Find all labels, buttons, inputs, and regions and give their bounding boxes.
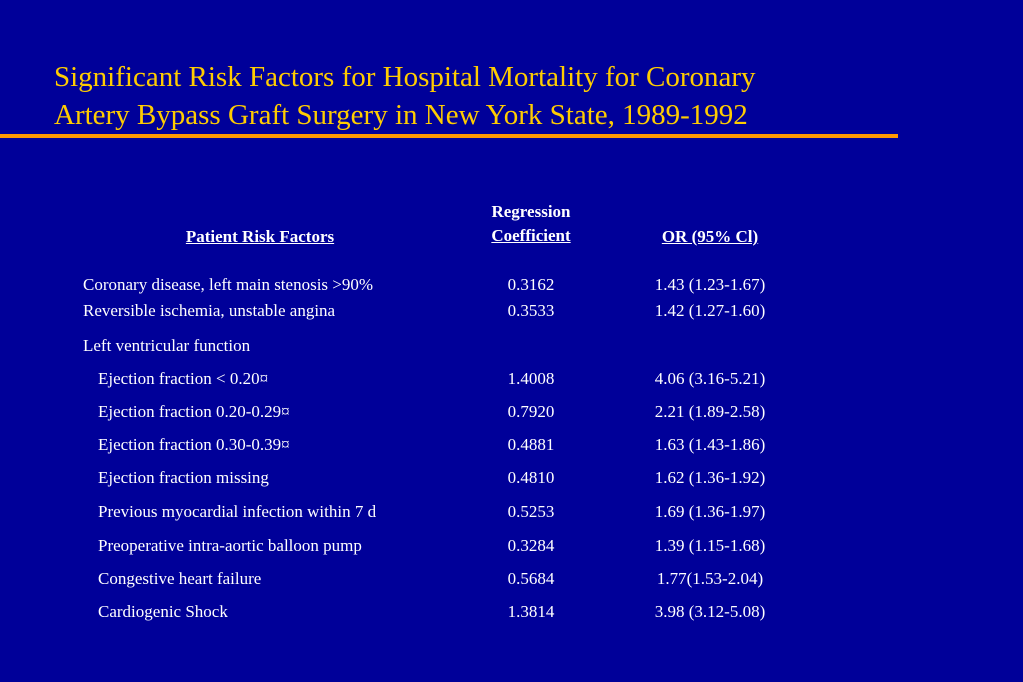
coefficient-cell: 0.4881 [507, 435, 555, 454]
odds-ratio-cell: 1.77(1.53-2.04) [656, 569, 764, 588]
risk-factor-cell: Left ventricular function [83, 336, 251, 355]
column-header-regression-coefficient: Regression Coefficient [455, 200, 607, 248]
risk-factor-cell: Preoperative intra-aortic balloon pump [98, 536, 362, 555]
table-row: Preoperative intra-aortic balloon pump 0… [0, 534, 1023, 558]
coefficient-cell: 1.3814 [507, 602, 555, 621]
risk-factor-cell: Reversible ischemia, unstable angina [83, 301, 336, 320]
coefficient-cell: 1.4008 [507, 369, 555, 388]
table-row: Previous myocardial infection within 7 d… [0, 500, 1023, 524]
risk-factor-cell: Ejection fraction 0.20-0.29¤ [98, 402, 290, 421]
risk-factor-cell: Ejection fraction 0.30-0.39¤ [98, 435, 290, 454]
risk-factor-cell: Coronary disease, left main stenosis >90… [83, 275, 374, 294]
column-header-odds-ratio: OR (95% Cl) [661, 227, 759, 246]
odds-ratio-cell: 1.42 (1.27-1.60) [654, 301, 766, 320]
odds-ratio-cell: 3.98 (3.12-5.08) [654, 602, 766, 621]
slide-title-line-1: Significant Risk Factors for Hospital Mo… [54, 61, 756, 93]
table-row-section-heading: Left ventricular function [0, 334, 1023, 358]
odds-ratio-cell: 2.21 (1.89-2.58) [654, 402, 766, 421]
table-row: Ejection fraction < 0.20¤ 1.4008 4.06 (3… [0, 367, 1023, 391]
risk-factor-cell: Ejection fraction missing [98, 468, 269, 487]
coefficient-cell: 0.7920 [507, 402, 555, 421]
risk-factor-cell: Congestive heart failure [98, 569, 262, 588]
table-row: Cardiogenic Shock 1.3814 3.98 (3.12-5.08… [0, 600, 1023, 624]
coefficient-cell: 0.3284 [507, 536, 555, 555]
table-row: Congestive heart failure 0.5684 1.77(1.5… [0, 567, 1023, 591]
coefficient-cell: 0.3533 [507, 301, 555, 320]
title-divider [0, 134, 898, 138]
column-header-coef-line-1: Regression [491, 202, 571, 221]
risk-factor-cell: Ejection fraction < 0.20¤ [98, 369, 269, 388]
table-row: Reversible ischemia, unstable angina 0.3… [0, 299, 1023, 323]
odds-ratio-cell: 4.06 (3.16-5.21) [654, 369, 766, 388]
column-header-risk-factors: Patient Risk Factors [185, 227, 335, 246]
coefficient-cell: 0.3162 [507, 275, 555, 294]
odds-ratio-cell: 1.69 (1.36-1.97) [654, 502, 766, 521]
coefficient-cell: 0.4810 [507, 468, 555, 487]
risk-factor-cell: Previous myocardial infection within 7 d [98, 502, 377, 521]
odds-ratio-cell: 1.63 (1.43-1.86) [654, 435, 766, 454]
slide-title: Significant Risk Factors for Hospital Mo… [54, 58, 914, 134]
coefficient-cell: 0.5253 [507, 502, 555, 521]
risk-factor-cell: Cardiogenic Shock [98, 602, 228, 621]
table-row: Ejection fraction missing 0.4810 1.62 (1… [0, 466, 1023, 490]
slide-title-line-2: Artery Bypass Graft Surgery in New York … [54, 99, 748, 131]
coefficient-cell: 0.5684 [507, 569, 555, 588]
table-row: Ejection fraction 0.30-0.39¤ 0.4881 1.63… [0, 433, 1023, 457]
table-row: Coronary disease, left main stenosis >90… [0, 273, 1023, 297]
odds-ratio-cell: 1.39 (1.15-1.68) [654, 536, 766, 555]
table-row: Ejection fraction 0.20-0.29¤ 0.7920 2.21… [0, 400, 1023, 424]
column-header-coef-line-2: Coefficient [491, 226, 571, 245]
odds-ratio-cell: 1.43 (1.23-1.67) [654, 275, 766, 294]
odds-ratio-cell: 1.62 (1.36-1.92) [654, 468, 766, 487]
